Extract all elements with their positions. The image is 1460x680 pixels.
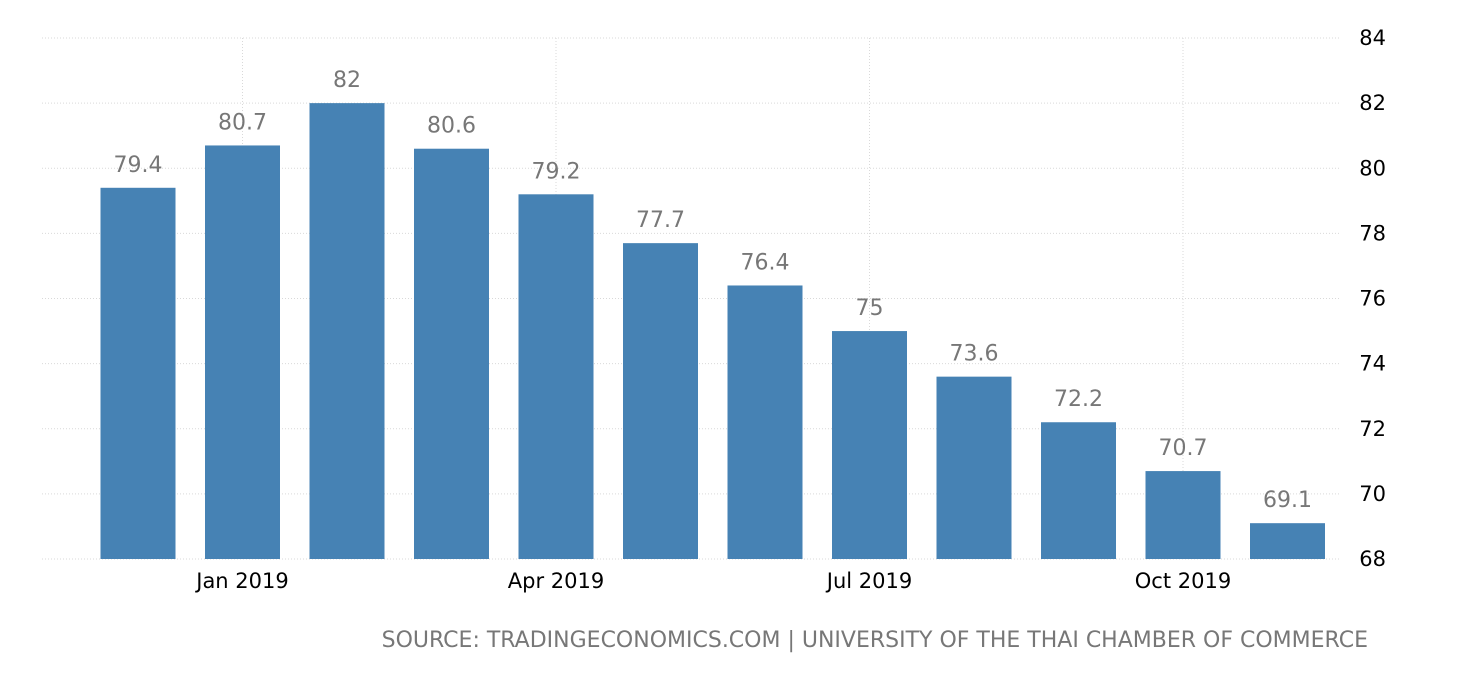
data-label: 79.4 — [114, 153, 163, 178]
x-axis-tick-labels: Jan 2019 Apr 2019 Jul 2019 Oct 2019 — [194, 569, 1231, 593]
data-label: 69.1 — [1263, 488, 1312, 513]
data-label: 75 — [856, 296, 884, 321]
x-tick-label: Oct 2019 — [1135, 569, 1231, 593]
y-tick-label: 74 — [1359, 352, 1386, 376]
data-label: 70.7 — [1159, 436, 1208, 461]
data-label: 76.4 — [741, 250, 790, 275]
y-tick-label: 78 — [1359, 221, 1386, 245]
y-tick-label: 80 — [1359, 156, 1386, 180]
bar — [623, 243, 698, 560]
data-label: 72.2 — [1054, 387, 1103, 412]
bar — [518, 194, 594, 560]
y-axis-tick-labels: 68 70 72 74 76 78 80 82 84 — [1359, 26, 1386, 571]
y-tick-label: 72 — [1359, 417, 1386, 441]
source-note: SOURCE: TRADINGECONOMICS.COM | UNIVERSIT… — [381, 628, 1368, 653]
bar-chart: 79.4 80.7 82 80.6 79.2 77.7 76.4 75 73.6 72.2 70.7… — [42, 26, 1386, 593]
bar — [1041, 422, 1116, 559]
y-tick-label: 84 — [1359, 26, 1386, 50]
bar — [1145, 471, 1221, 559]
data-label: 79.2 — [532, 159, 581, 184]
bars — [100, 103, 1325, 560]
bar — [100, 187, 176, 559]
data-label: 82 — [333, 68, 361, 93]
x-tick-label: Jan 2019 — [194, 569, 289, 593]
x-tick-label: Apr 2019 — [508, 569, 604, 593]
data-label: 80.6 — [427, 114, 476, 139]
data-label: 80.7 — [218, 110, 267, 135]
bar — [205, 145, 280, 560]
bar — [832, 331, 907, 559]
bar — [1250, 523, 1325, 559]
bar — [727, 285, 803, 559]
y-tick-label: 82 — [1359, 91, 1386, 115]
y-tick-label: 76 — [1359, 287, 1386, 311]
data-label: 77.7 — [636, 208, 685, 233]
bar — [309, 103, 385, 559]
data-label: 73.6 — [950, 342, 999, 367]
y-tick-label: 68 — [1359, 547, 1386, 571]
x-tick-label: Jul 2019 — [825, 569, 912, 593]
y-tick-label: 70 — [1359, 482, 1386, 506]
bar — [936, 376, 1012, 559]
bar — [414, 148, 489, 559]
data-labels: 79.4 80.7 82 80.6 79.2 77.7 76.4 75 73.6 72.2 70.7… — [114, 68, 1312, 513]
